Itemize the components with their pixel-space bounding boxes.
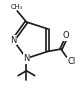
Text: N: N bbox=[23, 54, 30, 63]
Text: CH₃: CH₃ bbox=[10, 4, 22, 10]
Text: N: N bbox=[10, 36, 16, 45]
Text: O: O bbox=[62, 31, 69, 40]
Text: Cl: Cl bbox=[67, 57, 76, 66]
